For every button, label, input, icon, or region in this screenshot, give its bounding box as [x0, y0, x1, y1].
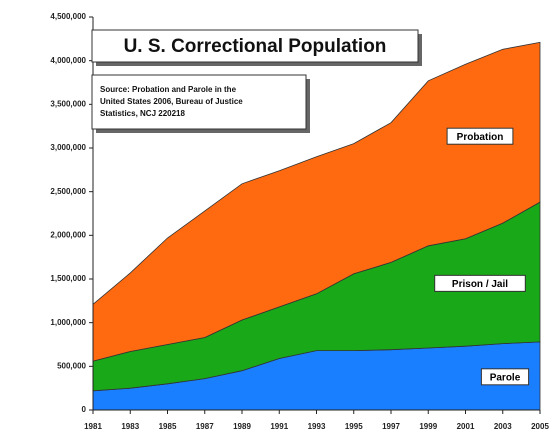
- x-tick-label: 1981: [84, 422, 102, 431]
- x-tick-label: 2003: [494, 422, 512, 431]
- x-tick-label: 1987: [196, 422, 214, 431]
- y-tick-label: 4,500,000: [50, 12, 86, 21]
- series-label-box: [434, 274, 526, 292]
- y-tick-label: 1,000,000: [50, 318, 86, 327]
- y-tick-label: 2,000,000: [50, 230, 86, 239]
- y-tick-label: 3,000,000: [50, 143, 86, 152]
- series-label: Parole: [490, 372, 521, 383]
- area: [92, 41, 541, 362]
- series-label: Prison / Jail: [452, 279, 508, 290]
- x-tick-label: 2001: [457, 422, 475, 431]
- y-tick-label: 0: [82, 405, 87, 414]
- y-tick-label: 4,000,000: [50, 56, 86, 65]
- x-tick-label: 1983: [121, 422, 139, 431]
- x-tick-label: 1989: [233, 422, 251, 431]
- x-tick-label: 2005: [531, 422, 549, 431]
- series-label-box: [446, 127, 514, 145]
- y-tick-label: 2,500,000: [50, 187, 86, 196]
- source-line: United States 2006, Bureau of Justice: [100, 97, 243, 106]
- chart-title: U. S. Correctional Population: [124, 36, 387, 57]
- x-tick-label: 1995: [345, 422, 363, 431]
- x-tick-label: 1997: [382, 422, 400, 431]
- y-tick-label: 500,000: [57, 361, 86, 370]
- x-tick-label: 1993: [308, 422, 326, 431]
- title-box: [91, 29, 419, 63]
- y-tick-label: 1,500,000: [50, 274, 86, 283]
- source-box: [91, 74, 307, 130]
- x-tick-label: 1991: [270, 422, 288, 431]
- series-label: Probation: [457, 132, 504, 143]
- x-tick-label: 1999: [419, 422, 437, 431]
- source-line: Source: Probation and Parole in the: [100, 85, 237, 94]
- x-tick-label: 1985: [159, 422, 177, 431]
- source-line: Statistics, NCJ 220218: [100, 109, 185, 118]
- series-label-box: [480, 368, 530, 386]
- y-tick-label: 3,500,000: [50, 99, 86, 108]
